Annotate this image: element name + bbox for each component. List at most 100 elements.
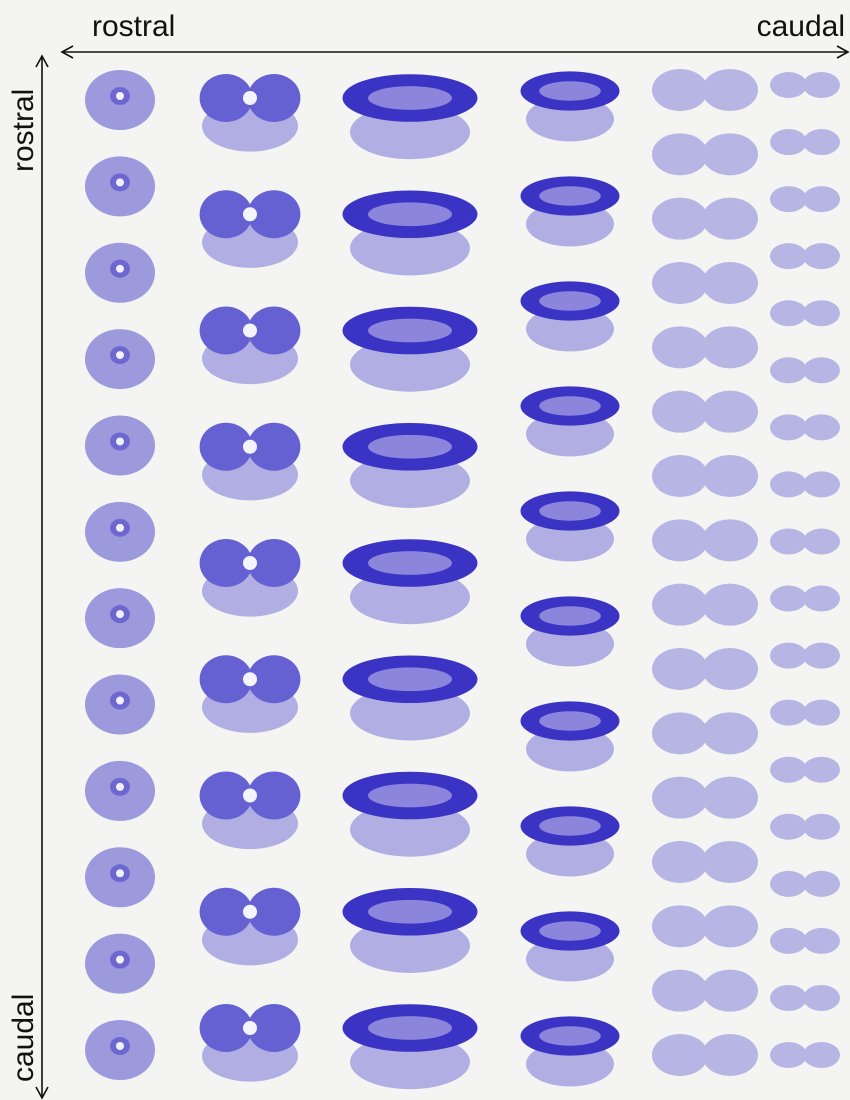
section-lobe	[770, 129, 807, 155]
brain-section	[521, 806, 620, 876]
section-canal	[116, 783, 124, 791]
section-lobe	[702, 198, 758, 240]
section-lobe	[702, 519, 758, 561]
section-lobe	[803, 928, 840, 954]
section-canal	[116, 524, 124, 532]
section-cerebellum-inner	[539, 81, 601, 101]
section-lobe	[770, 928, 807, 954]
section-lobe	[770, 72, 807, 98]
section-cerebellum-inner	[368, 900, 452, 924]
section-canal	[116, 351, 124, 359]
brain-section	[85, 502, 155, 562]
section-lobe	[770, 414, 807, 440]
section-canal	[243, 672, 257, 686]
section-cerebellum-inner	[539, 291, 601, 311]
section-lobe	[770, 357, 807, 383]
section-lobe	[652, 133, 708, 175]
section-canal	[243, 440, 257, 454]
section-lobe	[702, 69, 758, 111]
section-canal	[116, 1042, 124, 1050]
section-lobe	[803, 186, 840, 212]
section-lobe	[652, 198, 708, 240]
brain-section	[343, 74, 478, 159]
section-cerebellum-inner	[368, 667, 452, 691]
brain-section	[343, 655, 478, 740]
section-lobe	[702, 648, 758, 690]
section-cerebellum-inner	[539, 816, 601, 836]
section-lobe	[652, 841, 708, 883]
section-lobe	[652, 326, 708, 368]
brain-section	[85, 329, 155, 389]
section-lobe	[702, 133, 758, 175]
left-start-label: rostral	[7, 89, 40, 172]
section-lobe	[803, 129, 840, 155]
section-lobe	[770, 186, 807, 212]
brain-section	[343, 1004, 478, 1089]
section-lobe	[803, 985, 840, 1011]
section-lobe	[652, 69, 708, 111]
section-cerebellum-inner	[539, 711, 601, 731]
section-lobe	[770, 300, 807, 326]
brain-section	[343, 307, 478, 392]
section-lobe	[702, 262, 758, 304]
section-lobe	[803, 871, 840, 897]
brain-section	[521, 176, 620, 246]
brain-section	[521, 71, 620, 141]
section-cerebellum-inner	[368, 551, 452, 575]
brain-section	[343, 888, 478, 973]
section-cerebellum-inner	[368, 202, 452, 226]
section-lobe	[803, 357, 840, 383]
section-cerebellum-inner	[368, 784, 452, 808]
section-lobe	[803, 643, 840, 669]
section-canal	[243, 324, 257, 338]
section-canal	[243, 1021, 257, 1035]
section-lobe	[652, 262, 708, 304]
top-start-label: rostral	[92, 10, 175, 43]
section-cerebellum-inner	[539, 606, 601, 626]
section-lobe	[803, 1042, 840, 1068]
figure: rostral caudal rostral caudal	[0, 0, 850, 1100]
brain-section	[343, 423, 478, 508]
section-lobe	[803, 72, 840, 98]
section-lobe	[770, 985, 807, 1011]
left-end-label: caudal	[7, 994, 40, 1082]
brain-section	[85, 675, 155, 735]
section-cerebellum-inner	[368, 1016, 452, 1040]
brain-section	[521, 491, 620, 561]
section-canal	[243, 207, 257, 221]
section-cerebellum-inner	[539, 186, 601, 206]
section-lobe	[652, 905, 708, 947]
section-lobe	[652, 584, 708, 626]
section-canal	[116, 956, 124, 964]
section-lobe	[770, 586, 807, 612]
section-canal	[116, 697, 124, 705]
section-canal	[243, 91, 257, 105]
brain-section	[521, 911, 620, 981]
brain-section	[85, 588, 155, 648]
section-lobe	[770, 757, 807, 783]
page: rostral caudal rostral caudal (() => { c…	[0, 0, 850, 1100]
section-lobe	[770, 1042, 807, 1068]
section-lobe	[770, 700, 807, 726]
section-lobe	[702, 841, 758, 883]
brain-section	[343, 772, 478, 857]
brain-section	[521, 386, 620, 456]
brain-section	[521, 1016, 620, 1086]
brain-section	[85, 156, 155, 216]
section-lobe	[770, 643, 807, 669]
section-canal	[116, 869, 124, 877]
section-canal	[116, 610, 124, 618]
section-canal	[116, 265, 124, 273]
section-lobe	[702, 777, 758, 819]
section-lobe	[770, 243, 807, 269]
brain-section	[85, 415, 155, 475]
section-lobe	[803, 757, 840, 783]
section-cerebellum-inner	[539, 396, 601, 416]
section-lobe	[702, 584, 758, 626]
section-lobe	[803, 814, 840, 840]
brain-section	[521, 701, 620, 771]
section-lobe	[652, 970, 708, 1012]
section-lobe	[652, 391, 708, 433]
section-canal	[116, 178, 124, 186]
section-canal	[116, 92, 124, 100]
